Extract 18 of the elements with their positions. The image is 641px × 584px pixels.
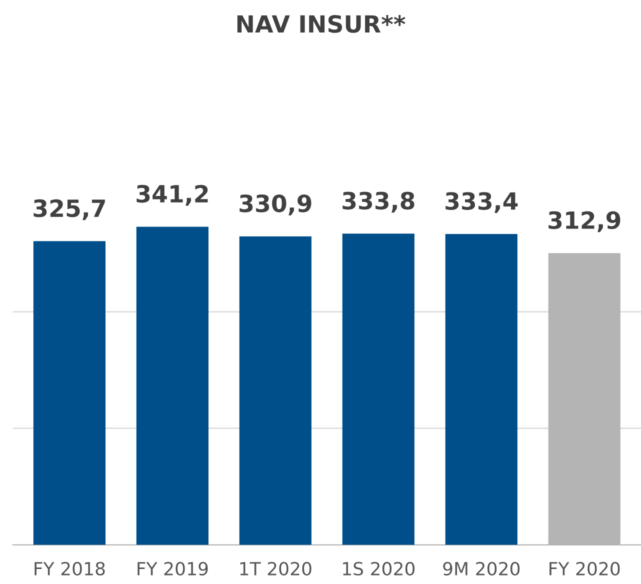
data-label: 333,8: [342, 192, 414, 213]
bar: [33, 241, 106, 545]
bar: [445, 234, 518, 545]
data-label: 325,7: [34, 199, 105, 220]
bar: [342, 234, 414, 545]
x-tick-label: 1T 2020: [240, 562, 312, 576]
bar: [239, 236, 312, 545]
data-label: 341,2: [136, 184, 208, 206]
x-tick-label: 1S 2020: [343, 562, 415, 576]
chart-title: NAV INSUR**: [237, 15, 406, 33]
x-tick-label: FY 2020: [550, 562, 620, 576]
x-tick-label: FY 2019: [138, 562, 208, 576]
data-label: 312,9: [548, 211, 620, 232]
x-tick-label: 9M 2020: [443, 562, 520, 576]
data-label: 333,4: [446, 192, 518, 214]
x-tick-label: FY 2018: [34, 562, 105, 576]
bar: [136, 226, 208, 545]
data-label: 330,9: [240, 194, 312, 216]
